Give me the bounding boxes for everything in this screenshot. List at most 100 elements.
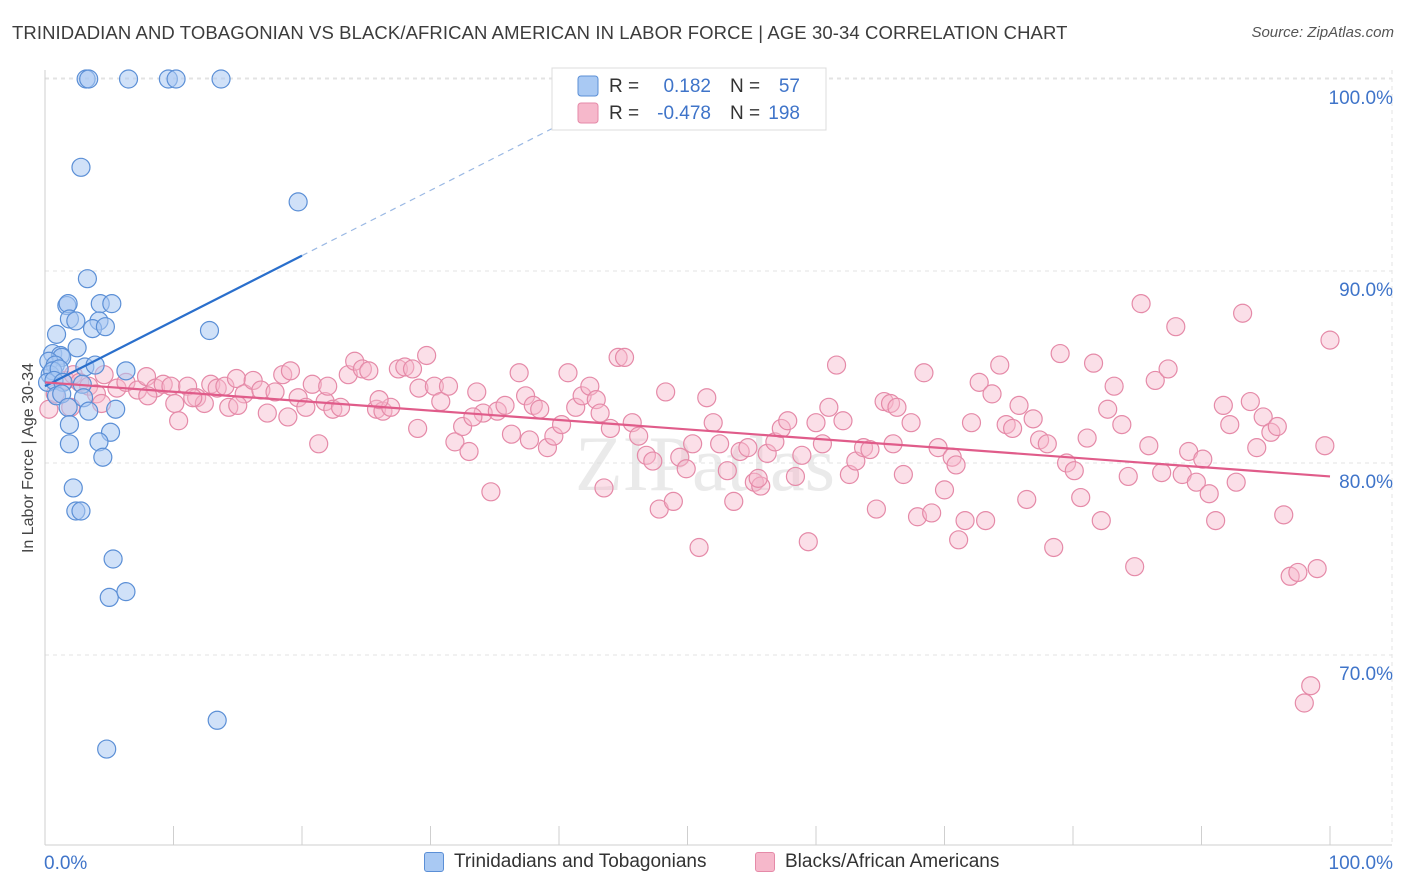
pink-point (748, 468, 768, 488)
pink-point (463, 407, 483, 427)
pink-point (860, 439, 880, 460)
pink-point (1301, 676, 1321, 696)
pink-point (922, 503, 942, 523)
pink-point (683, 434, 703, 454)
pink-point (976, 510, 996, 531)
blue-point (71, 157, 91, 177)
pink-point (1206, 510, 1226, 531)
legend-r-label-1: R = (609, 76, 639, 97)
legend-item-blacks[interactable]: Blacks/African Americans (755, 851, 999, 873)
pink-point (551, 415, 572, 435)
legend-n-value-1: 57 (779, 76, 800, 97)
pink-point (243, 370, 263, 391)
y-tick-label: 80.0% (1339, 472, 1393, 493)
pink-point (689, 537, 709, 558)
pink-point (1091, 510, 1111, 531)
pink-point (530, 399, 550, 419)
pink-point (537, 438, 558, 458)
pink-point (866, 499, 886, 519)
trend-lines (44, 91, 1331, 478)
pink-point (676, 459, 696, 479)
pink-point (1104, 376, 1124, 396)
blue-point (211, 69, 231, 89)
pink-point (1118, 466, 1138, 487)
pink-point (495, 395, 515, 415)
pink-point (459, 441, 479, 462)
pink-point (330, 397, 351, 417)
blue-point (116, 361, 136, 381)
chart-title: TRINIDADIAN AND TOBAGONIAN VS BLACK/AFRI… (12, 22, 1068, 43)
pink-point (826, 355, 847, 375)
pink-point (1315, 436, 1335, 456)
pink-point (1226, 472, 1246, 492)
pink-point (1077, 428, 1097, 448)
legend-label-trinidadians: Trinidadians and Tobagonians (454, 851, 707, 872)
pink-point (345, 351, 365, 371)
blue-point (79, 69, 99, 89)
blue-point (67, 338, 87, 358)
pink-point (408, 418, 428, 439)
pink-point (1247, 438, 1267, 458)
pink-point (717, 461, 737, 481)
blue-point (97, 739, 117, 759)
pink-point (785, 466, 806, 487)
pink-point (280, 361, 301, 381)
pink-point (395, 357, 415, 377)
pink-point (153, 374, 173, 394)
pink-point (302, 374, 322, 394)
blue-point (79, 401, 99, 421)
pink-point (1320, 330, 1340, 350)
legend-n-label-2: N = (730, 103, 760, 124)
blue-point (118, 69, 139, 89)
pink-point (703, 413, 723, 433)
blue-point (58, 397, 78, 417)
pink-point (359, 361, 379, 381)
pink-point (819, 397, 839, 417)
pink-point (509, 363, 529, 383)
pink-point (318, 376, 338, 396)
pink-point (438, 376, 459, 396)
pink-point (955, 510, 975, 531)
blue-point (102, 294, 122, 314)
pink-point (1186, 472, 1206, 492)
legend-r-label-2: R = (609, 103, 639, 124)
pink-point (771, 418, 791, 439)
blue-point (99, 587, 119, 608)
pink-point (1158, 359, 1178, 379)
pink-point (1199, 484, 1219, 504)
blue-point (77, 269, 98, 289)
pink-point (1166, 317, 1186, 337)
y-tick-label: 70.0% (1339, 664, 1393, 685)
pink-point (1023, 409, 1043, 429)
pink-point (1307, 558, 1327, 579)
pink-point (1267, 416, 1287, 437)
pink-point (663, 491, 683, 511)
blue-point (103, 549, 123, 569)
pink-point (1064, 461, 1084, 481)
pink-point (1083, 353, 1104, 373)
pink-point (949, 530, 969, 550)
pink-point (544, 426, 564, 446)
legend-r-value-2: -0.478 (657, 103, 711, 124)
pink-point (907, 507, 928, 527)
legend-item-trinidadians[interactable]: Trinidadians and Tobagonians (424, 851, 706, 873)
pink-point (887, 397, 907, 417)
pink-point (417, 345, 437, 366)
y-axis-label: In Labor Force | Age 30-34 (20, 363, 37, 553)
pink-point (207, 378, 227, 398)
pink-point (1003, 418, 1023, 439)
pink-point (1240, 391, 1260, 412)
pink-point (566, 397, 586, 417)
pink-point (169, 411, 189, 431)
pink-point (1037, 434, 1057, 454)
blue-point (199, 320, 220, 341)
pink-point (369, 390, 389, 410)
watermark: ZIPatlas (575, 420, 835, 507)
pink-point (1253, 407, 1273, 427)
blue-point (46, 324, 67, 344)
pink-point (402, 359, 423, 379)
pink-point (594, 478, 614, 498)
pink-point (757, 443, 777, 463)
pink-point (1098, 399, 1118, 419)
